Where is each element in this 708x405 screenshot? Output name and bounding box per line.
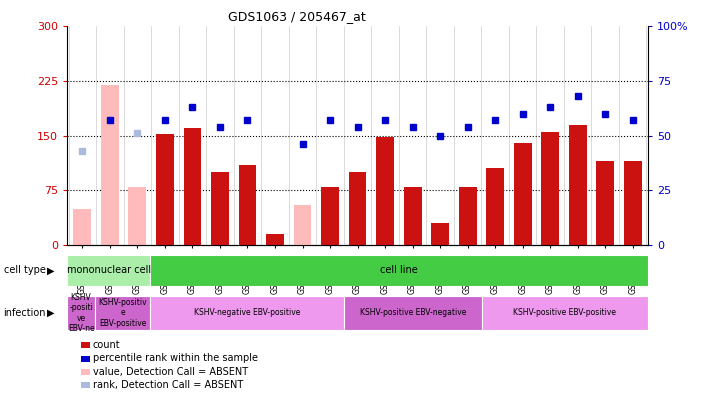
Bar [482,296,648,330]
Bar [67,296,95,330]
Bar [404,187,421,245]
Text: KSHV-negative EBV-positive: KSHV-negative EBV-positive [194,308,300,318]
Text: KSHV
-positi
ve
EBV-ne: KSHV -positi ve EBV-ne [68,293,94,333]
Bar [95,296,150,330]
Bar [431,223,449,245]
Text: percentile rank within the sample: percentile rank within the sample [93,354,258,363]
Text: value, Detection Call = ABSENT: value, Detection Call = ABSENT [93,367,248,377]
Text: ▶: ▶ [47,265,55,275]
Text: cell type: cell type [4,265,45,275]
Bar [596,161,614,245]
Text: rank, Detection Call = ABSENT: rank, Detection Call = ABSENT [93,380,243,390]
Text: ▶: ▶ [47,308,55,318]
Bar [459,187,476,245]
Text: KSHV-positive EBV-positive: KSHV-positive EBV-positive [513,308,617,318]
Text: cell line: cell line [380,265,418,275]
Bar [128,187,147,245]
Bar [156,134,174,245]
Bar [266,234,284,245]
Text: KSHV-positiv
e
EBV-positive: KSHV-positiv e EBV-positive [98,298,147,328]
Bar [486,168,504,245]
Bar [514,143,532,245]
Bar [101,85,119,245]
Bar [541,132,559,245]
Text: KSHV-positive EBV-negative: KSHV-positive EBV-negative [360,308,466,318]
Text: count: count [93,340,120,350]
Text: infection: infection [4,308,46,318]
Bar [74,209,91,245]
Bar [211,172,229,245]
Bar [624,161,641,245]
Bar [239,165,256,245]
Bar [321,187,339,245]
Bar [348,172,367,245]
Bar [569,125,587,245]
Bar [150,255,648,286]
Text: GDS1063 / 205467_at: GDS1063 / 205467_at [229,10,366,23]
Bar [150,296,343,330]
Bar [294,205,312,245]
Text: mononuclear cell: mononuclear cell [67,265,151,275]
Bar [183,128,201,245]
Bar [67,255,150,286]
Bar [376,137,394,245]
Bar [343,296,482,330]
